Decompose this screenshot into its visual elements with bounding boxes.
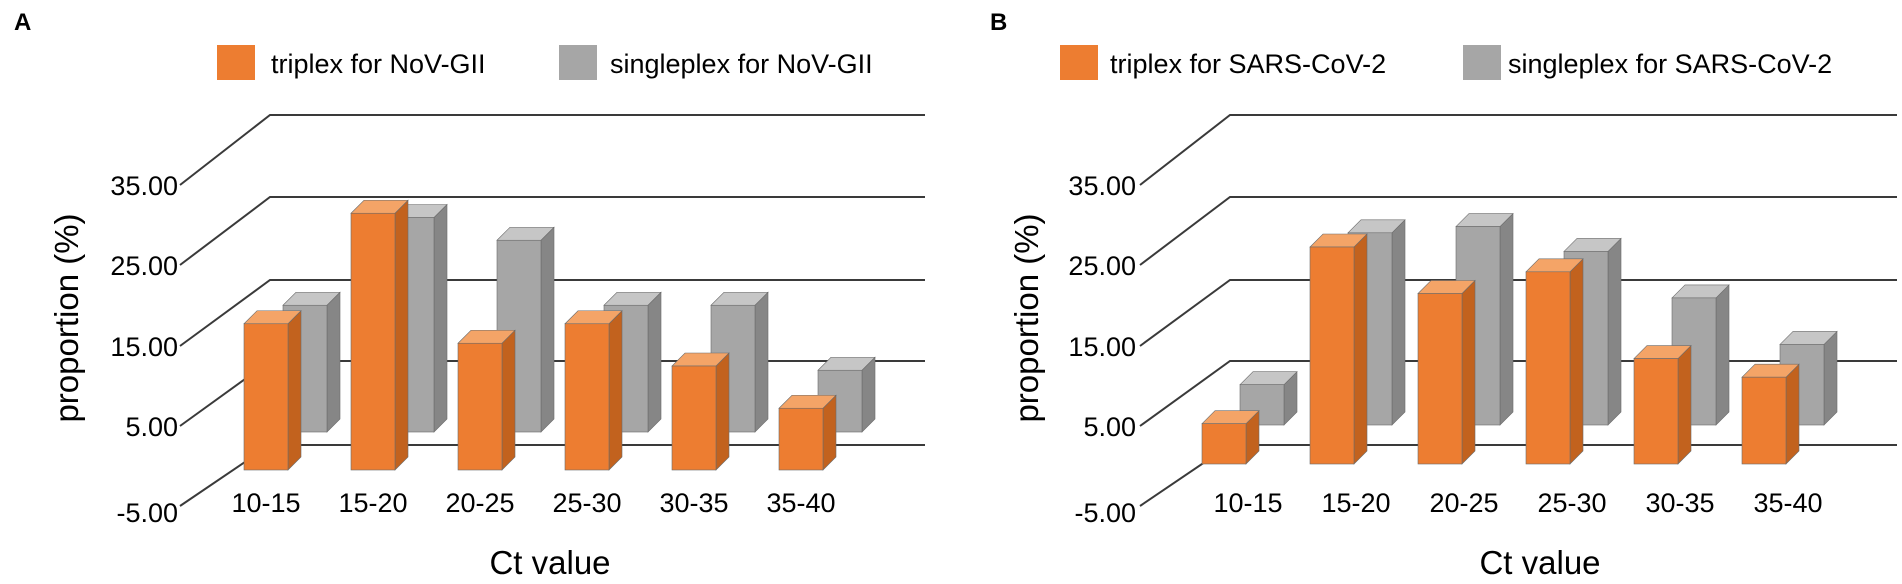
bar-singleplex-15-20-side — [433, 203, 448, 433]
x-tick-label: 10-15 — [231, 488, 300, 518]
bar-triplex-10-15-front — [243, 323, 289, 471]
bar-triplex-15-20-front — [350, 212, 396, 471]
x-tick-label: 15-20 — [338, 488, 407, 518]
bar-singleplex-25-30-side — [647, 291, 662, 433]
y-tick: 35.00 — [1068, 171, 1136, 201]
bar-triplex-35-40-side — [1785, 363, 1800, 465]
x-tick-label: 25-30 — [1537, 488, 1606, 518]
legend-label-singleplex-nov: singleplex for NoV-GII — [610, 49, 873, 79]
panel-b-x-labels: 10-15 15-20 20-25 25-30 30-35 35-40 — [1213, 488, 1822, 518]
bar-triplex-25-30-side — [1569, 258, 1584, 465]
x-tick-label: 35-40 — [766, 488, 835, 518]
panel-a-y-ticks: 35.00 25.00 15.00 5.00 -5.00 — [110, 171, 178, 528]
legend-label-triplex-sars: triplex for SARS-CoV-2 — [1110, 49, 1386, 79]
bar-triplex-15-20-front — [1309, 246, 1355, 465]
bar-triplex-20-25-side — [501, 329, 516, 471]
bar-triplex-15-20 — [1309, 233, 1368, 465]
bar-triplex-25-30-side — [608, 310, 623, 471]
panel-a-x-labels: 10-15 15-20 20-25 25-30 30-35 35-40 — [231, 488, 835, 518]
bar-singleplex-30-35-side — [1715, 284, 1730, 426]
bar-triplex-20-25-front — [1417, 293, 1463, 465]
bar-triplex-30-35 — [1633, 344, 1692, 465]
legend-label-singleplex-sars: singleplex for SARS-CoV-2 — [1508, 49, 1832, 79]
bar-singleplex-15-20-side — [1391, 219, 1406, 426]
bar-triplex-10-15 — [1201, 409, 1260, 465]
panel-b-bars — [1201, 212, 1838, 465]
x-tick-label: 10-15 — [1213, 488, 1282, 518]
bar-triplex-30-35-side — [715, 352, 730, 471]
bar-singleplex-35-40-side — [1823, 330, 1838, 426]
bar-triplex-20-25 — [1417, 279, 1476, 465]
bar-singleplex-30-35-side — [754, 291, 769, 433]
bar-triplex-30-35-front — [1633, 358, 1679, 465]
panel-a-bars — [243, 199, 876, 471]
bar-triplex-25-30-front — [564, 323, 610, 471]
panel-b-y-axis-title: proportion (%) — [1008, 213, 1045, 422]
legend-swatch-singleplex-nov — [559, 45, 597, 80]
bar-singleplex-20-25-side — [540, 226, 555, 433]
bar-triplex-35-40-front — [778, 407, 824, 471]
bar-triplex-35-40-front — [1741, 376, 1787, 465]
bar-triplex-25-30 — [564, 310, 623, 471]
bar-triplex-10-15-front — [1201, 423, 1247, 465]
panel-b-legend: triplex for SARS-CoV-2 singleplex for SA… — [1060, 45, 1832, 80]
legend-label-triplex-nov: triplex for NoV-GII — [271, 49, 486, 79]
bar-triplex-20-25 — [457, 329, 516, 471]
panel-a-x-axis-title: Ct value — [489, 544, 610, 581]
legend-swatch-triplex-sars — [1060, 45, 1098, 80]
bar-triplex-15-20-side — [394, 199, 409, 471]
y-tick: 35.00 — [110, 171, 178, 201]
x-tick-label: 20-25 — [1429, 488, 1498, 518]
y-tick: 25.00 — [110, 251, 178, 281]
panel-a-letter: A — [14, 9, 31, 36]
x-tick-label: 30-35 — [1645, 488, 1714, 518]
panel-b-y-ticks: 35.00 25.00 15.00 5.00 -5.00 — [1068, 171, 1136, 528]
legend-swatch-triplex-nov — [217, 45, 255, 80]
panel-b-letter: B — [990, 9, 1007, 36]
bar-triplex-20-25-side — [1461, 279, 1476, 465]
bar-triplex-20-25-front — [457, 342, 503, 471]
panel-b-x-axis-title: Ct value — [1479, 544, 1600, 581]
y-tick: -5.00 — [1074, 498, 1136, 528]
x-tick-label: 25-30 — [552, 488, 621, 518]
y-tick: 15.00 — [110, 332, 178, 362]
y-tick: -5.00 — [116, 498, 178, 528]
panel-a-y-axis-title: proportion (%) — [48, 213, 85, 422]
bar-triplex-30-35-side — [1677, 344, 1692, 465]
bar-singleplex-25-30-side — [1607, 237, 1622, 426]
panel-a: A triplex for NoV-GII singleplex for NoV… — [14, 9, 925, 581]
legend-swatch-singleplex-sars — [1463, 45, 1501, 80]
bar-triplex-15-20-side — [1353, 233, 1368, 465]
panel-a-legend: triplex for NoV-GII singleplex for NoV-G… — [217, 45, 873, 80]
y-tick: 25.00 — [1068, 251, 1136, 281]
bar-triplex-25-30 — [1525, 258, 1584, 465]
y-tick: 5.00 — [125, 412, 178, 442]
x-tick-label: 20-25 — [445, 488, 514, 518]
x-tick-label: 15-20 — [1321, 488, 1390, 518]
bar-singleplex-10-15-side — [326, 291, 341, 433]
bar-triplex-30-35-front — [671, 365, 717, 471]
x-tick-label: 35-40 — [1753, 488, 1822, 518]
bar-triplex-30-35 — [671, 352, 730, 471]
bar-triplex-10-15-side — [287, 310, 302, 471]
y-tick: 5.00 — [1083, 412, 1136, 442]
bar-triplex-25-30-front — [1525, 271, 1571, 465]
bar-triplex-35-40 — [1741, 363, 1800, 465]
bar-triplex-15-20 — [350, 199, 409, 471]
panel-b: B triplex for SARS-CoV-2 singleplex for … — [990, 9, 1897, 581]
y-tick: 15.00 — [1068, 332, 1136, 362]
bar-triplex-35-40 — [778, 394, 837, 471]
bar-singleplex-20-25-side — [1499, 212, 1514, 426]
x-tick-label: 30-35 — [659, 488, 728, 518]
bar-triplex-10-15 — [243, 310, 302, 471]
